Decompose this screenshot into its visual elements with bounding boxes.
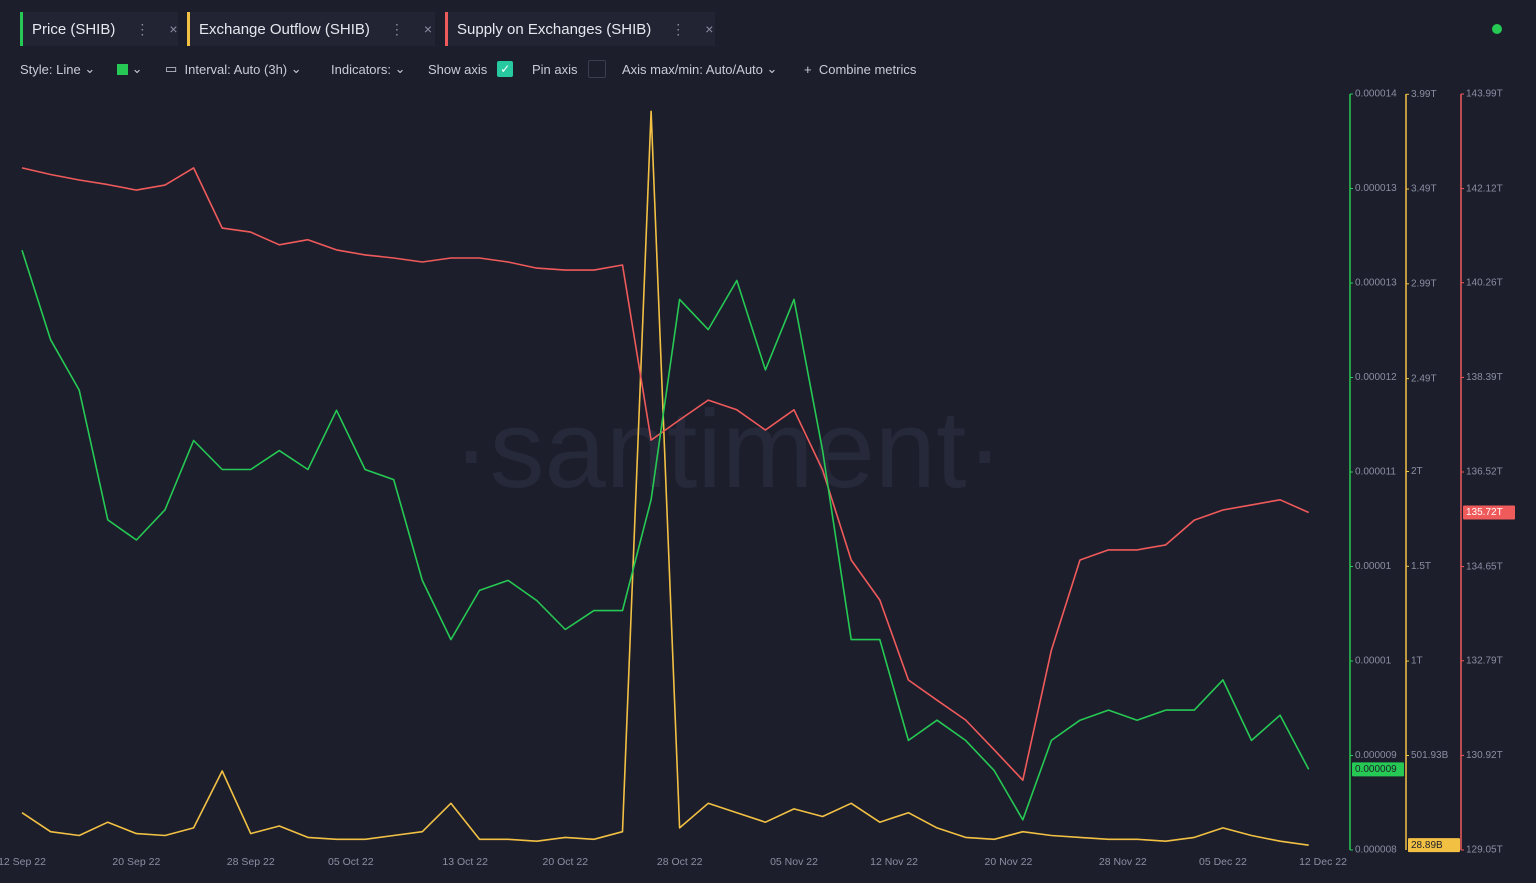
pin-axis[interactable]: Pin axis (532, 60, 606, 78)
x-tick-label: 28 Sep 22 (227, 856, 275, 868)
last-value-label: 135.72T (1466, 507, 1503, 518)
x-tick-label: 05 Oct 22 (328, 856, 374, 868)
x-tick-label: 12 Dec 22 (1299, 856, 1347, 868)
status-dot (1492, 24, 1502, 34)
y-tick-label: 136.52T (1466, 467, 1503, 478)
interval-select[interactable]: ▭ Interval: Auto (3h) ⌄ (165, 61, 302, 77)
y-tick-label: 138.39T (1466, 372, 1503, 383)
y-tick-label: 3.49T (1411, 184, 1437, 195)
x-tick-label: 28 Nov 22 (1099, 856, 1147, 868)
label: Axis max/min: Auto/Auto (622, 61, 763, 77)
y-tick-label: 2.49T (1411, 373, 1437, 384)
show-axis[interactable]: Show axis ✓ (428, 60, 514, 78)
axis-range[interactable]: Axis max/min: Auto/Auto ⌄ (622, 61, 778, 77)
close[interactable]: × (169, 21, 178, 37)
last-value-label: 28.89B (1411, 840, 1443, 851)
last-value-box (1463, 505, 1515, 520)
x-tick-label: 12 Sep 22 (0, 856, 46, 868)
tab-label: Price (SHIB) (32, 20, 116, 38)
last-value-box (1352, 762, 1404, 777)
x-tick-label: 28 Oct 22 (657, 856, 703, 868)
y-tick-label: 0.000009 (1355, 750, 1397, 761)
x-tick-label: 12 Nov 22 (870, 856, 918, 868)
y-tick-label: 3.99T (1411, 89, 1437, 100)
tab-label: Exchange Outflow (SHIB) (199, 20, 370, 38)
combine-metrics[interactable]: + Combine metrics (804, 61, 917, 77)
x-tick-label: 20 Sep 22 (112, 856, 160, 868)
y-tick-label: 0.000013 (1355, 183, 1397, 194)
y-tick-label: 0.00001 (1355, 561, 1392, 572)
label: Indicators: (331, 61, 391, 77)
style-select[interactable]: Style: Line ⌄ (20, 61, 96, 77)
tab[interactable]: Price (SHIB) ⋮ × (20, 12, 178, 46)
y-tick-label: 2T (1411, 466, 1423, 477)
label: Style: Line (20, 61, 81, 77)
y-tick-label: 0.000014 (1355, 89, 1397, 100)
x-tick-label: 05 Nov 22 (770, 856, 818, 868)
y-tick-label: 1.5T (1411, 561, 1431, 572)
y-tick-label: 0.000012 (1355, 372, 1397, 383)
color-select[interactable]: ⌄ (117, 60, 143, 78)
close[interactable]: × (705, 21, 714, 37)
swatch (117, 63, 128, 75)
y-tick-label: 132.79T (1466, 655, 1503, 666)
y-tick-label: 0.000008 (1355, 845, 1397, 856)
series-line (21, 110, 1309, 846)
y-tick-label: 142.12T (1466, 183, 1503, 194)
x-tick-label: 13 Oct 22 (442, 856, 488, 868)
series-line (21, 167, 1310, 781)
label: Pin axis (532, 61, 578, 77)
indicators[interactable]: Indicators: ⌄ (331, 61, 406, 77)
label: Interval: Auto (3h) (184, 61, 288, 77)
y-tick-label: 1T (1411, 656, 1423, 667)
watermark: ·santiment· (453, 388, 1003, 511)
tab-label: Supply on Exchanges (SHIB) (457, 20, 652, 38)
x-tick-label: 05 Dec 22 (1199, 856, 1247, 868)
more[interactable]: ⋮ (671, 20, 686, 37)
more[interactable]: ⋮ (389, 20, 404, 37)
y-tick-label: 2.99T (1411, 278, 1437, 289)
checkbox[interactable]: ✓ (497, 61, 514, 77)
checkbox[interactable] (587, 60, 606, 78)
y-tick-label: 134.65T (1466, 561, 1503, 572)
x-tick-label: 20 Nov 22 (985, 856, 1033, 868)
y-tick-label: 130.92T (1466, 750, 1503, 761)
tab[interactable]: Exchange Outflow (SHIB) ⋮ × (187, 12, 435, 46)
series-line (21, 249, 1310, 821)
close[interactable]: × (423, 21, 433, 37)
last-value-label: 0.000009 (1355, 764, 1397, 775)
y-tick-label: 143.99T (1466, 89, 1503, 100)
y-tick-label: 140.26T (1466, 277, 1503, 288)
more[interactable]: ⋮ (135, 20, 150, 37)
label: Show axis (428, 61, 488, 77)
y-tick-label: 0.00001 (1355, 656, 1392, 667)
last-value-box (1408, 838, 1460, 853)
y-tick-label: 0.000011 (1355, 467, 1396, 478)
y-tick-label: 501.93B (1411, 750, 1449, 761)
label: Combine metrics (818, 61, 917, 77)
x-tick-label: 20 Oct 22 (543, 856, 589, 868)
y-tick-label: 129.05T (1466, 845, 1503, 856)
tab[interactable]: Supply on Exchanges (SHIB) ⋮ × (445, 12, 715, 46)
y-tick-label: 0.000013 (1355, 278, 1397, 289)
